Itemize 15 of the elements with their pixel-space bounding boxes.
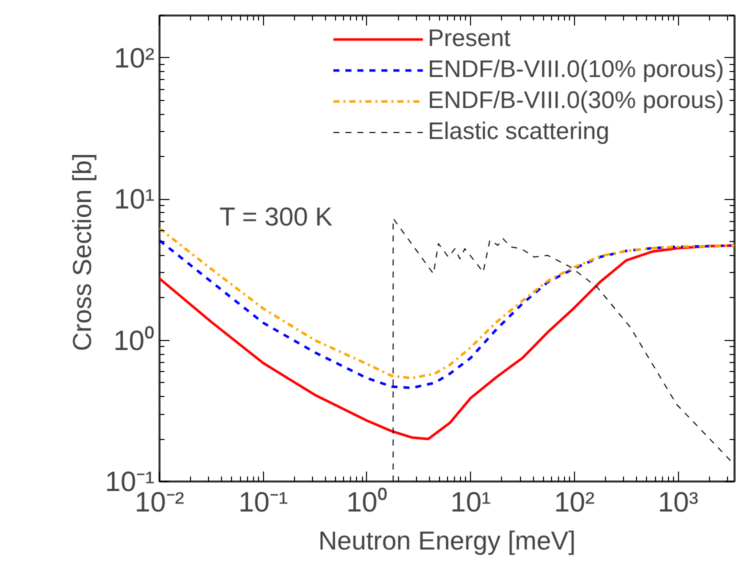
legend-label: Present: [428, 25, 511, 53]
x-tick-label: 10²: [554, 486, 595, 518]
y-axis-title: Cross Section [b]: [67, 153, 98, 352]
annotation: T = 300 K: [220, 202, 334, 232]
y-tick-label: 10⁰: [113, 324, 155, 356]
y-tick-label: 10²: [114, 42, 154, 74]
x-axis-title: Neutron Energy [meV]: [318, 526, 576, 556]
y-tick-label: 10¹: [114, 184, 154, 215]
legend-label: Elastic scattering: [428, 118, 610, 146]
x-tick-label: 10³: [658, 486, 698, 518]
legend-label: ENDF/B-VIII.0(30% porous): [428, 87, 724, 115]
x-tick-label: 10⁰: [346, 486, 388, 518]
legend-label: ENDF/B-VIII.0(10% porous): [428, 56, 724, 84]
x-tick-label: 10¹: [450, 486, 491, 518]
x-tick-label: 10⁻¹: [238, 486, 288, 518]
